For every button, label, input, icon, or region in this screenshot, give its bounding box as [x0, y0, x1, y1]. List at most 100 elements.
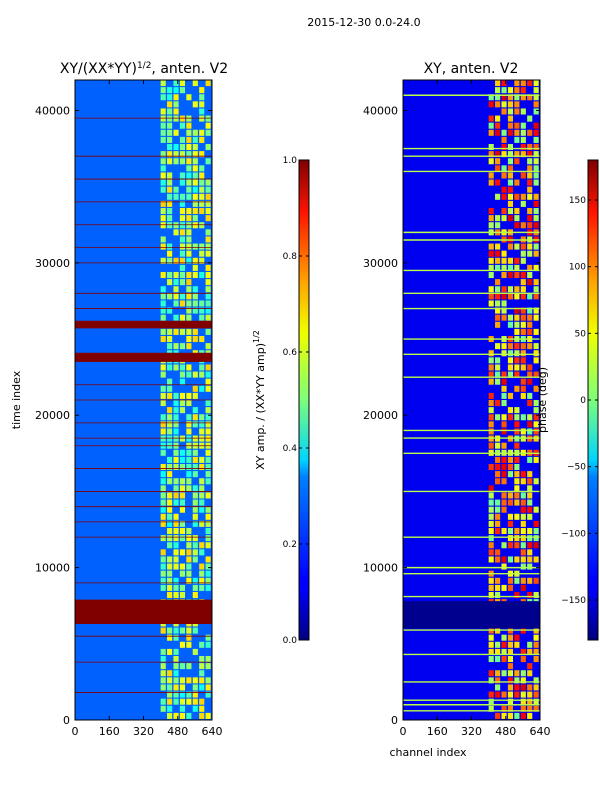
active-band-cell	[507, 350, 514, 357]
active-band-cell	[167, 542, 173, 549]
active-band-cell	[173, 108, 179, 115]
active-band-cell	[514, 364, 520, 371]
active-band-cell	[520, 506, 526, 513]
active-band-cell	[507, 641, 514, 648]
active-band-cell	[495, 314, 501, 321]
active-band-cell	[514, 80, 520, 87]
active-band-cell	[205, 215, 211, 222]
active-band-cell	[527, 663, 533, 670]
active-band-cell	[507, 343, 514, 350]
active-band-cell	[507, 392, 514, 399]
active-band-cell	[173, 499, 179, 506]
active-band-cell	[520, 151, 526, 158]
active-band-cell	[507, 200, 514, 207]
active-band-cell	[199, 314, 205, 321]
active-band-cell	[192, 129, 198, 136]
active-band-cell	[520, 193, 526, 200]
active-band-cell	[186, 663, 192, 670]
active-band-cell	[179, 528, 186, 535]
active-band-cell	[186, 449, 192, 456]
active-band-cell	[205, 293, 211, 300]
active-band-cell	[173, 300, 179, 307]
active-band-cell	[495, 279, 501, 286]
active-band-cell	[173, 670, 179, 677]
active-band-cell	[527, 492, 533, 499]
active-band-cell	[167, 535, 173, 542]
active-band-cell	[160, 200, 166, 207]
x-tick-label: 0	[72, 725, 79, 738]
y-tick-label: 40000	[35, 104, 70, 117]
active-band-cell	[205, 456, 211, 463]
colorbar1-ticks: 0.0 0.2 0.4 0.6 0.8 1.0	[283, 156, 309, 646]
active-band-cell	[495, 556, 501, 563]
active-band-cell	[520, 200, 526, 207]
active-band-cell	[514, 670, 520, 677]
active-band-cell	[160, 208, 166, 215]
active-band-cell	[160, 478, 166, 485]
active-band-cell	[507, 556, 514, 563]
flagged-band	[75, 599, 212, 624]
active-band-cell	[507, 492, 514, 499]
active-band-cell	[527, 705, 533, 712]
active-band-cell	[167, 428, 173, 435]
active-band-cell	[160, 307, 166, 314]
active-band-cell	[186, 222, 192, 229]
active-band-cell	[533, 385, 539, 392]
active-band-cell	[186, 421, 192, 428]
active-band-cell	[179, 236, 186, 243]
active-band-cell	[173, 293, 179, 300]
active-band-cell	[520, 705, 526, 712]
active-band-cell	[495, 464, 501, 471]
active-band-cell	[488, 122, 494, 129]
active-band-cell	[514, 328, 520, 335]
active-band-cell	[199, 641, 205, 648]
active-band-cell	[205, 478, 211, 485]
active-band-cell	[167, 684, 173, 691]
active-band-cell	[199, 698, 205, 705]
active-band-cell	[179, 378, 186, 385]
active-band-cell	[501, 151, 507, 158]
active-band-cell	[501, 286, 507, 293]
active-band-cell	[173, 414, 179, 421]
active-band-cell	[179, 158, 186, 165]
active-band-cell	[514, 691, 520, 698]
active-band-cell	[527, 151, 533, 158]
active-band-cell	[488, 392, 494, 399]
active-band-cell	[533, 520, 539, 527]
active-band-cell	[160, 300, 166, 307]
active-band-cell	[507, 321, 514, 328]
active-band-cell	[205, 236, 211, 243]
active-band-cell	[167, 471, 173, 478]
active-band-cell	[527, 343, 533, 350]
active-band-cell	[173, 129, 179, 136]
colorbar2-label: phase (deg)	[536, 367, 549, 433]
active-band-cell	[514, 592, 520, 599]
active-band-cell	[488, 257, 494, 264]
active-band-cell	[167, 592, 173, 599]
active-band-cell	[160, 392, 166, 399]
active-band-cell	[520, 350, 526, 357]
active-band-cell	[173, 400, 179, 407]
active-band-cell	[160, 215, 166, 222]
active-band-cell	[495, 250, 501, 257]
active-band-cell	[167, 101, 173, 108]
active-band-cell	[167, 378, 173, 385]
active-band-cell	[173, 535, 179, 542]
active-band-cell	[192, 542, 198, 549]
active-band-cell	[205, 80, 211, 87]
colorbar2-ticks: −150 −100 −50 0 50 100 150	[561, 196, 598, 606]
active-band-cell	[488, 172, 494, 179]
active-band-cell	[205, 656, 211, 663]
active-band-cell	[527, 414, 533, 421]
active-band-cell	[186, 627, 192, 634]
active-band-cell	[507, 414, 514, 421]
active-band-cell	[173, 691, 179, 698]
active-band-cell	[488, 272, 494, 279]
active-band-cell	[520, 499, 526, 506]
amplitude-colorbar: 0.0 0.2 0.4 0.6 0.8 1.0 XY amp. / (XX*YY amp)…	[252, 156, 310, 646]
active-band-cell	[179, 80, 186, 87]
active-band-cell	[514, 712, 520, 719]
active-band-cell	[186, 286, 192, 293]
active-band-cell	[488, 691, 494, 698]
active-band-cell	[173, 144, 179, 151]
